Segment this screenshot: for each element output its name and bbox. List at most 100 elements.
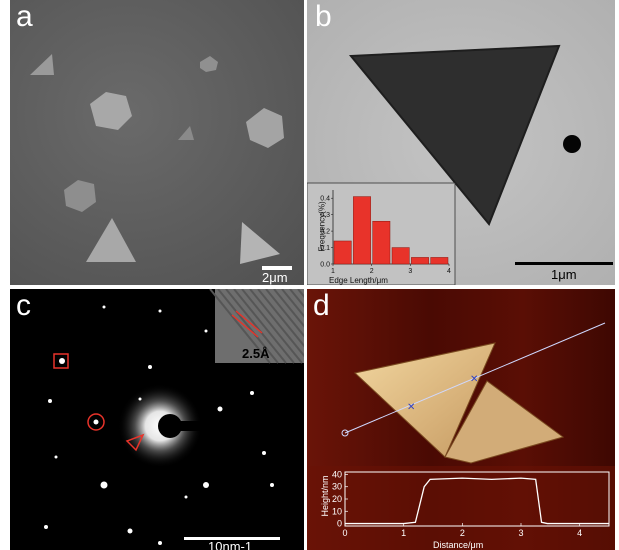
lattice-fringe xyxy=(281,289,304,318)
panel-d-label: d xyxy=(313,289,330,322)
lattice-fringe xyxy=(209,289,271,364)
flake-triangle-3 xyxy=(86,218,136,262)
cursor-marker-2: ✕ xyxy=(470,374,478,385)
cursor-marker-1: ✕ xyxy=(407,402,415,413)
panel-a-scale-text: 2μm xyxy=(262,270,288,285)
flake-triangle-4 xyxy=(240,222,280,264)
diffraction-spot xyxy=(93,419,99,425)
panel-a-graphic xyxy=(30,54,292,270)
panel-d-afm-image: ✕ ✕ 0 10 20 30 40 0 1 2 3 4 d Height/nm Distance/… xyxy=(307,289,615,550)
diffraction-spot xyxy=(100,481,108,489)
histogram-bar xyxy=(391,247,410,265)
lattice-fringe xyxy=(249,289,304,358)
diffraction-spot xyxy=(262,451,266,455)
diffraction-spot xyxy=(250,391,254,395)
profile-xtick-label: 3 xyxy=(518,528,523,538)
histogram-xtick-label: 4 xyxy=(447,268,451,275)
panel-c-saed-pattern: c 2.5Å 10nm-1 xyxy=(10,289,304,550)
histogram-ylabel: Frequency(%) xyxy=(317,201,327,252)
marker-triangle xyxy=(125,433,145,452)
profile-ytick-label: 20 xyxy=(332,494,342,504)
profile-ytick-label: 40 xyxy=(332,469,342,479)
large-triangle-flake xyxy=(348,44,561,226)
histogram-xtick-label: 3 xyxy=(408,268,412,275)
flake-hexagon-3 xyxy=(246,108,284,148)
diffraction-spot xyxy=(102,305,106,309)
panel-c-graphic xyxy=(44,289,304,545)
beam-stop-arm xyxy=(170,421,230,431)
fringe-line-1 xyxy=(231,314,259,338)
diffraction-spot xyxy=(127,528,133,534)
afm-flake-1 xyxy=(353,342,496,458)
histogram-bar xyxy=(333,240,352,265)
histogram-bar xyxy=(353,196,371,265)
panel-a-sem-image: a 2μm xyxy=(10,0,304,285)
profile-inset-bg xyxy=(307,466,615,550)
panel-c-label: c xyxy=(16,289,31,322)
lattice-fringe xyxy=(233,289,295,364)
marker-circle xyxy=(87,413,105,431)
profile-ytick-label: 0 xyxy=(337,519,342,529)
diffraction-spot xyxy=(158,309,162,313)
histogram-bar xyxy=(372,220,391,265)
marker-square xyxy=(53,353,69,369)
afm-flake-2 xyxy=(444,380,565,464)
panel-a-label: a xyxy=(16,0,33,33)
histogram-ytick-label: 0.0 xyxy=(320,262,330,269)
histogram-ytick-label: 0.4 xyxy=(320,196,330,203)
panel-b-label: b xyxy=(315,0,332,33)
profile-xtick-label: 0 xyxy=(342,528,347,538)
diffraction-spot xyxy=(148,365,152,369)
profile-line xyxy=(344,322,606,434)
flake-hexagon-1 xyxy=(200,56,218,72)
histogram-bar xyxy=(430,257,449,265)
diffraction-spot xyxy=(54,455,58,459)
histogram-xlabel: Edge Length/μm xyxy=(329,276,388,285)
profile-xtick-label: 4 xyxy=(577,528,582,538)
panel-a-scale-bar xyxy=(262,266,292,270)
profile-endpoint xyxy=(341,429,349,437)
height-profile-line xyxy=(345,477,609,525)
histogram-xtick-label: 2 xyxy=(370,268,374,275)
diffraction-spots xyxy=(44,305,274,545)
panel-b-scale-text: 1μm xyxy=(551,267,577,282)
diffraction-spot xyxy=(138,397,142,401)
histogram-ytick-label: 0.2 xyxy=(320,229,330,236)
profile-ytick-label: 30 xyxy=(332,482,342,492)
lattice-fringe xyxy=(217,289,279,364)
height-profile-chart: 0 10 20 30 40 0 1 2 3 4 xyxy=(332,469,609,538)
lattice-fringe xyxy=(273,289,304,328)
profile-ytick-label: 10 xyxy=(332,506,342,516)
lattice-fringe xyxy=(225,289,287,364)
lattice-fringe xyxy=(241,289,303,364)
histogram-bar xyxy=(411,257,429,265)
lattice-fringe xyxy=(257,289,304,348)
profile-xtick-label: 2 xyxy=(460,528,465,538)
diffraction-spot xyxy=(59,358,65,364)
profile-xtick-label: 1 xyxy=(401,528,406,538)
panel-b-tem-image: 0.0 0.1 0.2 0.3 0.4 1 2 3 4 b 1μm Edge Length/μm… xyxy=(307,0,615,285)
panel-b-scale-bar xyxy=(515,262,613,265)
panel-c-scale-bar xyxy=(184,537,280,540)
hrtem-lattice-fringes xyxy=(209,289,304,364)
histogram-ytick-label: 0.1 xyxy=(320,245,330,252)
diffraction-spot xyxy=(204,329,208,333)
diffraction-spot xyxy=(44,525,48,529)
diffraction-spot xyxy=(184,495,188,499)
panel-b-graphic: 0.0 0.1 0.2 0.3 0.4 1 2 3 4 xyxy=(307,44,613,285)
flake-triangle-2 xyxy=(178,126,194,140)
flake-hexagon-4 xyxy=(64,180,96,212)
fringe-line-2 xyxy=(235,310,263,334)
lattice-spacing-text: 2.5Å xyxy=(242,346,270,361)
profile-xlabel: Distance/μm xyxy=(433,540,484,550)
diffraction-spot xyxy=(270,483,274,487)
lattice-fringe xyxy=(289,289,304,308)
profile-ylabel: Height/nm xyxy=(320,475,330,517)
particle-dot xyxy=(563,135,581,153)
diffraction-spot xyxy=(203,482,209,488)
flake-hexagon-2 xyxy=(90,92,132,130)
histogram-inset: 0.0 0.1 0.2 0.3 0.4 1 2 3 4 xyxy=(320,190,451,275)
panel-c-scale-text: 10nm-1 xyxy=(208,539,253,550)
histogram-xtick-label: 1 xyxy=(331,268,335,275)
histogram-ytick-label: 0.3 xyxy=(320,212,330,219)
